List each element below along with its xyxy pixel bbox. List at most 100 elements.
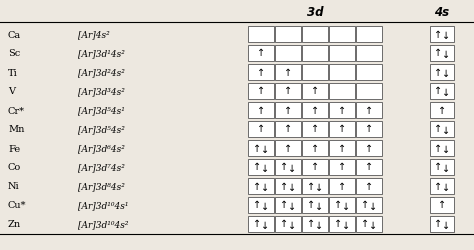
Text: Cu*: Cu*: [8, 201, 27, 210]
Bar: [275, 197, 301, 213]
Text: ↓: ↓: [442, 49, 450, 59]
Text: 4s: 4s: [435, 6, 449, 20]
Bar: [356, 178, 382, 194]
Text: ↓: ↓: [442, 125, 450, 135]
Bar: [356, 84, 382, 100]
Text: ↑: ↑: [434, 143, 442, 153]
Bar: [248, 122, 274, 138]
Bar: [356, 197, 382, 213]
Text: ↓: ↓: [315, 182, 323, 192]
Text: ↑: ↑: [334, 200, 342, 210]
Text: ↓: ↓: [442, 30, 450, 40]
Text: [Ar]3d³4s²: [Ar]3d³4s²: [78, 87, 125, 96]
Bar: [356, 27, 382, 43]
Text: ↑: ↑: [338, 181, 346, 191]
Text: ↓: ↓: [261, 163, 269, 173]
Bar: [275, 216, 301, 232]
Bar: [329, 197, 355, 213]
Text: ↑: ↑: [307, 200, 315, 210]
Bar: [275, 84, 301, 100]
Text: V: V: [8, 87, 15, 96]
Text: ↓: ↓: [369, 220, 377, 230]
Text: ↑: ↑: [361, 219, 369, 228]
Bar: [248, 178, 274, 194]
Bar: [430, 140, 454, 156]
Text: Ni: Ni: [8, 182, 19, 191]
Text: ↑: ↑: [311, 162, 319, 172]
Text: [Ar]3d¹⁰4s²: [Ar]3d¹⁰4s²: [78, 220, 128, 228]
Text: ↑: ↑: [253, 162, 261, 172]
Text: ↑: ↑: [311, 86, 319, 96]
Text: ↓: ↓: [315, 220, 323, 230]
Text: ↑: ↑: [284, 67, 292, 77]
Text: ↑: ↑: [434, 86, 442, 96]
Text: ↑: ↑: [280, 219, 288, 228]
Bar: [430, 122, 454, 138]
Bar: [356, 102, 382, 118]
Text: ↑: ↑: [434, 48, 442, 58]
Bar: [430, 178, 454, 194]
Text: [Ar]3d¹4s²: [Ar]3d¹4s²: [78, 49, 125, 58]
Bar: [356, 216, 382, 232]
Text: ↑: ↑: [438, 200, 446, 210]
Text: ↑: ↑: [365, 162, 373, 172]
Bar: [275, 27, 301, 43]
Bar: [430, 102, 454, 118]
Bar: [329, 46, 355, 62]
Text: ↓: ↓: [261, 220, 269, 230]
Text: ↑: ↑: [434, 181, 442, 191]
Bar: [329, 65, 355, 81]
Text: ↑: ↑: [438, 105, 446, 115]
Bar: [329, 122, 355, 138]
Bar: [302, 27, 328, 43]
Bar: [329, 102, 355, 118]
Text: Co: Co: [8, 163, 21, 172]
Text: ↑: ↑: [365, 143, 373, 153]
Text: [Ar]3d²4s²: [Ar]3d²4s²: [78, 68, 125, 77]
Text: ↓: ↓: [261, 201, 269, 211]
Bar: [329, 178, 355, 194]
Bar: [248, 84, 274, 100]
Bar: [356, 46, 382, 62]
Text: ↓: ↓: [288, 201, 296, 211]
Bar: [248, 197, 274, 213]
Text: ↑: ↑: [253, 181, 261, 191]
Text: ↑: ↑: [434, 162, 442, 172]
Text: ↑: ↑: [284, 105, 292, 115]
Bar: [329, 27, 355, 43]
Bar: [302, 122, 328, 138]
Bar: [248, 140, 274, 156]
Text: Fe: Fe: [8, 144, 20, 153]
Bar: [302, 178, 328, 194]
Bar: [430, 197, 454, 213]
Text: Mn: Mn: [8, 125, 24, 134]
Text: ↓: ↓: [369, 201, 377, 211]
Bar: [356, 140, 382, 156]
Text: ↑: ↑: [338, 105, 346, 115]
Bar: [302, 46, 328, 62]
Text: ↑: ↑: [257, 48, 265, 58]
Bar: [430, 216, 454, 232]
Bar: [248, 27, 274, 43]
Text: ↑: ↑: [280, 181, 288, 191]
Text: ↓: ↓: [442, 220, 450, 230]
Bar: [430, 84, 454, 100]
Text: [Ar]3d⁵4s¹: [Ar]3d⁵4s¹: [78, 106, 125, 115]
Text: ↑: ↑: [257, 67, 265, 77]
Text: ↑: ↑: [434, 124, 442, 134]
Text: [Ar]3d⁸4s²: [Ar]3d⁸4s²: [78, 182, 125, 191]
Bar: [356, 159, 382, 175]
Text: ↑: ↑: [361, 200, 369, 210]
Bar: [248, 65, 274, 81]
Text: ↑: ↑: [311, 124, 319, 134]
Bar: [329, 216, 355, 232]
Text: ↑: ↑: [338, 143, 346, 153]
Text: [Ar]3d⁷4s²: [Ar]3d⁷4s²: [78, 163, 125, 172]
Text: ↑: ↑: [280, 162, 288, 172]
Text: ↑: ↑: [284, 143, 292, 153]
Bar: [302, 65, 328, 81]
Bar: [356, 122, 382, 138]
Text: ↓: ↓: [442, 144, 450, 154]
Text: ↑: ↑: [307, 219, 315, 228]
Text: ↓: ↓: [315, 201, 323, 211]
